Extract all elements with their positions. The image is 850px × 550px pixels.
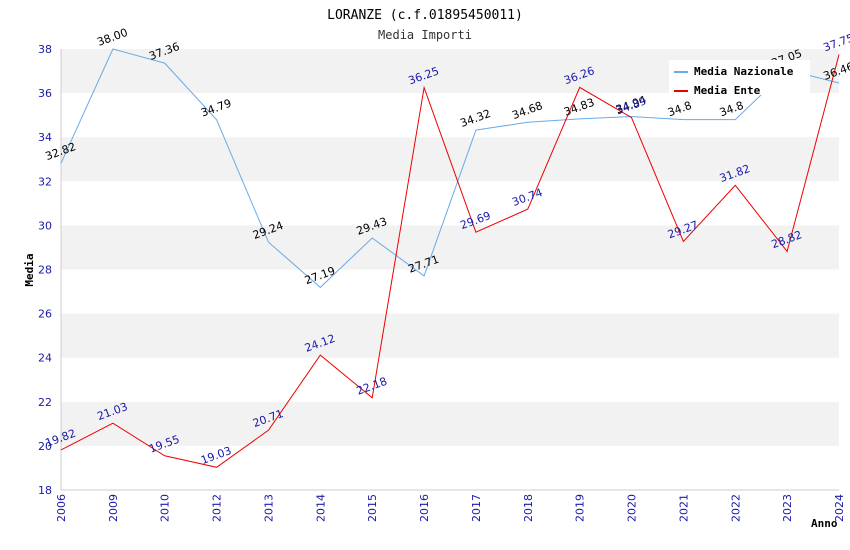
grid-band [61, 225, 839, 270]
x-axis-title: Anno [811, 517, 838, 530]
y-tick-label: 22 [38, 396, 52, 409]
x-tick-label: 2022 [729, 494, 742, 522]
y-tick-label: 28 [38, 264, 52, 277]
chart-subtitle: Media Importi [378, 28, 472, 42]
grid-band [61, 269, 839, 314]
legend-label-media-ente: Media Ente [694, 84, 761, 97]
y-tick-label: 30 [38, 219, 52, 232]
axes [60, 49, 839, 491]
y-axis-ticks: 18 20 22 24 26 28 30 32 34 36 38 [38, 43, 52, 497]
y-tick-label: 36 [38, 87, 52, 100]
x-tick-label: 2024 [833, 494, 846, 522]
plot-background [61, 49, 839, 490]
x-tick-label: 2006 [55, 494, 68, 522]
x-tick-label: 2016 [418, 494, 431, 522]
x-tick-label: 2019 [574, 494, 587, 522]
chart-title: LORANZE (c.f.01895450011) [327, 8, 523, 23]
grid-band [61, 401, 839, 446]
y-axis-title: Media [23, 253, 36, 286]
y-tick-label: 18 [38, 484, 52, 497]
x-tick-label: 2013 [262, 494, 275, 522]
x-tick-label: 2009 [107, 494, 120, 522]
y-tick-label: 20 [38, 440, 52, 453]
y-tick-label: 24 [38, 352, 52, 365]
series-lines [60, 48, 840, 468]
x-tick-label: 2018 [522, 494, 535, 522]
grid-band [61, 313, 839, 358]
x-tick-label: 2014 [314, 494, 327, 522]
x-tick-label: 2017 [470, 494, 483, 522]
x-axis-ticks: 2006 2009 2010 2012 2013 2014 2015 2016 2017 2018… [55, 494, 846, 522]
x-tick-label: 2021 [677, 494, 690, 522]
grid-band [61, 357, 839, 402]
grid-band [61, 93, 839, 138]
y-tick-label: 38 [38, 43, 52, 56]
series-line-media-ente [60, 54, 840, 468]
x-tick-label: 2010 [159, 494, 172, 522]
legend-box [669, 60, 810, 95]
legend-label-media-nazionale: Media Nazionale [694, 65, 794, 78]
series-line-media-nazionale [60, 48, 840, 289]
x-tick-label: 2012 [211, 494, 224, 522]
data-label: 38.00 [95, 26, 129, 49]
y-tick-label: 32 [38, 175, 52, 188]
legend: Media Nazionale Media Ente [669, 60, 810, 97]
grid-band [61, 445, 839, 490]
x-tick-label: 2020 [626, 494, 639, 522]
x-tick-label: 2023 [781, 494, 794, 522]
y-tick-label: 34 [38, 131, 52, 144]
y-tick-label: 26 [38, 308, 52, 321]
x-tick-label: 2015 [366, 494, 379, 522]
